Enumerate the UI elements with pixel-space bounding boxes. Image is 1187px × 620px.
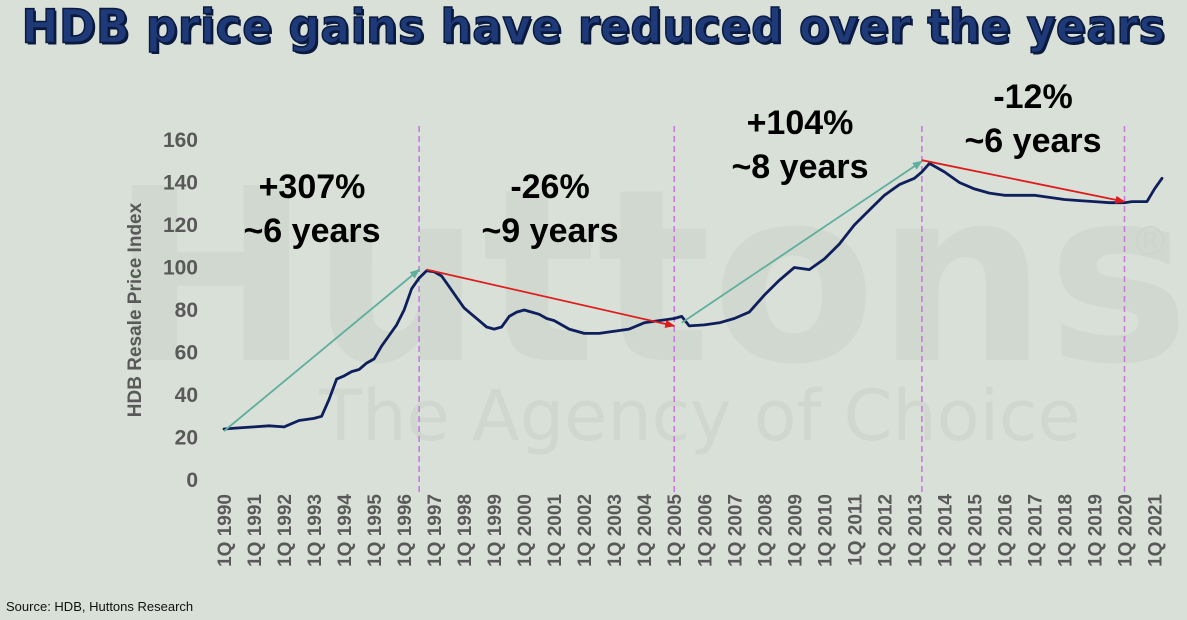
x-tick-label: 1Q 2011 xyxy=(845,494,866,566)
x-tick-label: 1Q 2016 xyxy=(995,494,1016,567)
x-tick-label: 1Q 2018 xyxy=(1055,494,1076,567)
period-dividers xyxy=(418,126,1126,496)
x-tick-label: 1Q 1990 xyxy=(215,494,236,567)
rise-arrow xyxy=(223,268,420,432)
annotation-duration: ~9 years xyxy=(481,212,618,250)
y-tick-label: 120 xyxy=(163,214,198,237)
rise-arrow xyxy=(681,160,923,324)
annotation-duration: ~6 years xyxy=(243,212,380,250)
x-tick-label: 1Q 2001 xyxy=(545,494,566,567)
series-line xyxy=(222,161,1164,431)
x-tick-label: 1Q 2017 xyxy=(1025,494,1046,567)
x-tick-label: 1Q 2019 xyxy=(1085,494,1106,567)
chart-title: HDB price gains have reduced over the ye… xyxy=(21,0,1166,55)
x-tick-label: 1Q 1994 xyxy=(335,494,356,567)
y-tick-label: 40 xyxy=(175,384,198,407)
annotation-duration: ~6 years xyxy=(964,122,1101,160)
fall-arrow xyxy=(921,159,1126,204)
x-tick-label: 1Q 2005 xyxy=(665,494,686,567)
x-tick-label: 1Q 2002 xyxy=(575,494,596,567)
y-tick-label: 20 xyxy=(175,427,198,450)
x-tick-label: 1Q 2000 xyxy=(515,494,536,567)
annotation-change: -26% xyxy=(510,168,589,206)
x-tick-label: 1Q 1996 xyxy=(395,494,416,567)
series-layer xyxy=(222,161,1164,431)
source-note: Source: HDB, Huttons Research xyxy=(6,599,194,614)
annotation-change: +104% xyxy=(747,104,854,142)
x-tick-label: 1Q 1995 xyxy=(365,494,386,567)
x-tick-label: 1Q 2013 xyxy=(905,494,926,567)
x-tick-label: 1Q 1993 xyxy=(305,494,326,567)
x-tick-label: 1Q 2014 xyxy=(935,494,956,567)
x-tick-label: 1Q 2020 xyxy=(1115,494,1136,567)
y-tick-label: 80 xyxy=(175,299,198,322)
x-tick-label: 1Q 1998 xyxy=(455,494,476,567)
x-tick-label: 1Q 2010 xyxy=(815,494,836,567)
annotation-change: +307% xyxy=(259,168,366,206)
annotation-duration: ~8 years xyxy=(731,148,868,186)
x-axis-ticks: 1Q 1990 1Q 1991 1Q 1992 1Q 1993 1Q 1994 1Q 19… xyxy=(215,494,1166,567)
annotation-change: -12% xyxy=(993,78,1072,116)
y-tick-label: 0 xyxy=(186,469,198,492)
x-tick-label: 1Q 2004 xyxy=(635,494,656,567)
x-tick-label: 1Q 1992 xyxy=(275,494,296,567)
x-tick-label: 1Q 2009 xyxy=(785,494,806,567)
y-tick-label: 60 xyxy=(175,342,198,365)
y-tick-label: 160 xyxy=(163,129,198,152)
x-tick-label: 1Q 2012 xyxy=(875,494,896,567)
y-tick-label: 100 xyxy=(163,257,198,280)
y-tick-label: 140 xyxy=(163,172,198,195)
x-tick-label: 1Q 1991 xyxy=(245,494,266,567)
x-tick-label: 1Q 2015 xyxy=(965,494,986,567)
y-axis-ticks: 0 20 40 60 80 100 120 140 160 xyxy=(163,129,198,492)
trend-arrows xyxy=(223,159,1126,432)
watermark: Huttons ® The Agency of Choice xyxy=(110,137,1187,457)
x-tick-label: 1Q 2007 xyxy=(725,494,746,567)
x-tick-label: 1Q 2006 xyxy=(695,494,716,567)
y-axis-label: HDB Resale Price Index xyxy=(125,202,146,417)
x-tick-label: 1Q 1997 xyxy=(425,494,446,567)
watermark-mark: ® xyxy=(1130,219,1170,265)
x-tick-label: 1Q 2003 xyxy=(605,494,626,567)
x-tick-label: 1Q 2008 xyxy=(755,494,776,567)
x-tick-label: 1Q 2021 xyxy=(1145,494,1166,567)
annotations: +307% ~6 years -26% ~9 years +104% ~8 years -1… xyxy=(243,78,1101,250)
x-tick-label: 1Q 1999 xyxy=(485,494,506,567)
watermark-brand: Huttons xyxy=(110,137,1187,417)
watermark-tagline: The Agency of Choice xyxy=(318,375,1080,457)
fall-arrow xyxy=(426,268,676,328)
